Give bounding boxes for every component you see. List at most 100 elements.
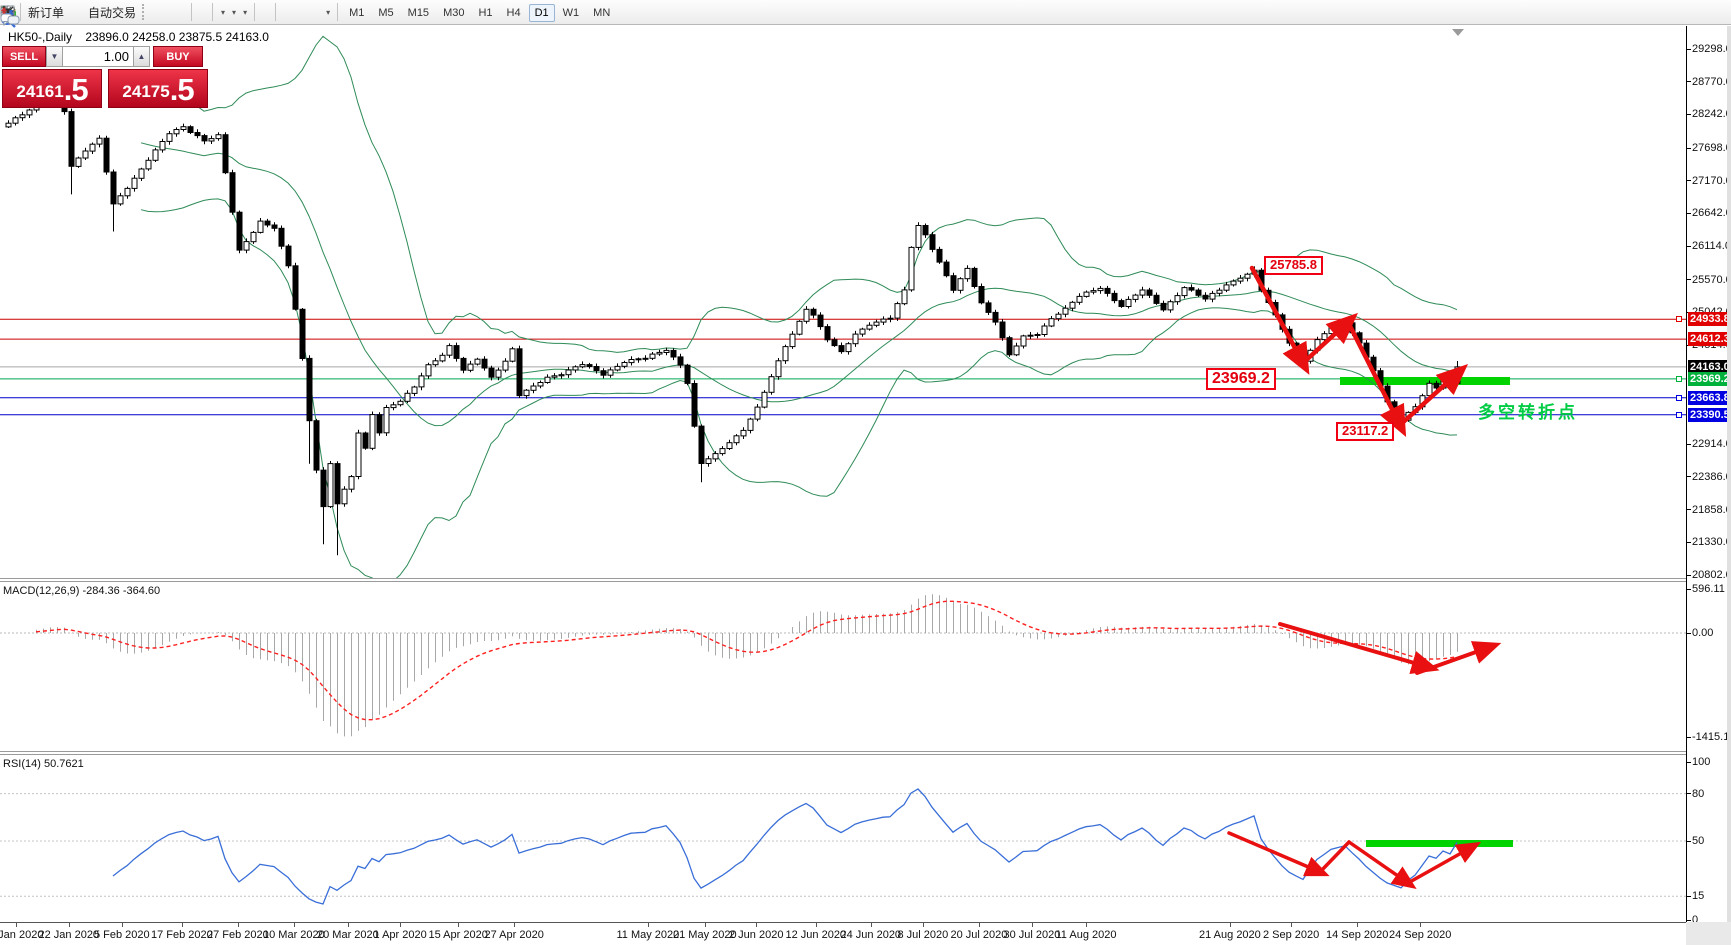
rsi-tick-mark — [1687, 840, 1691, 842]
timeframe-button-h1[interactable]: H1 — [478, 7, 493, 19]
price-callout-box[interactable]: 23117.2 — [1336, 422, 1395, 441]
price-tick-mark — [1687, 541, 1691, 543]
timeframe-button-m30[interactable]: M30 — [443, 7, 465, 19]
price-callout-box[interactable]: 25785.8 — [1264, 256, 1323, 275]
trend-arrow[interactable] — [1397, 363, 1469, 428]
trend-arrow[interactable] — [1406, 841, 1482, 885]
timeframe-button-mn[interactable]: MN — [593, 7, 611, 19]
sell-price-display[interactable]: 24161 .5 — [2, 69, 102, 108]
time-tick-mark — [69, 923, 70, 927]
trend-arrow[interactable] — [1278, 622, 1440, 675]
price-tick-mark — [1687, 212, 1691, 214]
line-anchor-square[interactable] — [1676, 316, 1682, 323]
trend-arrow[interactable] — [1347, 840, 1417, 889]
autotrading-button[interactable]: 自动交易 — [1, 3, 139, 22]
timeframe-button-m1[interactable]: M1 — [349, 7, 365, 19]
line-anchor-square[interactable] — [1676, 411, 1682, 418]
volume-decrease-button[interactable]: ▼ — [46, 46, 63, 67]
line-anchor-square[interactable] — [1676, 394, 1682, 401]
time-axis-label: 11 May 2020 — [616, 929, 680, 941]
crosshair-tool-icon[interactable] — [1, 6, 271, 18]
pivot-note-text[interactable]: 多空转折点 — [1478, 403, 1578, 422]
price-tick-mark — [1687, 113, 1691, 115]
rsi-indicator-canvas[interactable] — [0, 755, 1686, 921]
time-tick-mark — [294, 923, 295, 927]
price-level-tag: 24163.0 — [1688, 359, 1730, 374]
price-scale[interactable]: 29298.0 28770.0 28242.0 27698.0 27170.0 26642… — [1686, 26, 1731, 926]
arrows-dropdown-caret[interactable]: ▾ — [326, 7, 331, 17]
price-tick-mark — [1687, 279, 1691, 281]
trend-arrow[interactable] — [1227, 831, 1330, 877]
buy-price-display[interactable]: 24175 .5 — [108, 69, 208, 108]
time-tick-mark — [648, 923, 649, 927]
tile-windows-icon[interactable] — [1, 6, 187, 17]
macd-tick-label: 596.11 — [1692, 583, 1725, 595]
toolbar-drag-handle[interactable] — [142, 4, 148, 20]
timeframe-button-d1[interactable]: D1 — [528, 4, 555, 22]
chart-shift-icon[interactable] — [2, 7, 208, 18]
time-axis-label: 17 Feb 2020 — [151, 929, 213, 941]
time-tick-mark — [1420, 923, 1421, 927]
sell-price-pips: .5 — [63, 72, 89, 107]
text-tool-icon[interactable]: A — [2, 5, 316, 19]
templates-icon[interactable]: ▾ — [0, 5, 250, 18]
time-axis-label: 24 Jun 2020 — [840, 929, 902, 941]
arrows-tool-icon[interactable]: ▾ — [1, 7, 333, 18]
rsi-highlight-bar[interactable] — [1366, 840, 1513, 847]
panel-resize-separator[interactable] — [0, 578, 1686, 582]
price-level-tag: 23663.8 — [1688, 390, 1730, 405]
indicators-dropdown-caret[interactable]: ▾ — [221, 7, 226, 17]
panel-resize-separator[interactable] — [0, 751, 1686, 755]
trend-arrow[interactable] — [1318, 840, 1351, 874]
time-axis-label: 27 Feb 2020 — [207, 929, 269, 941]
indicators-icon[interactable]: ▾ — [0, 7, 228, 18]
macd-histogram — [36, 594, 1458, 737]
line-anchor-square[interactable] — [1676, 375, 1682, 382]
price-level-tag: 24933.8 — [1688, 312, 1730, 327]
trend-arrow[interactable] — [1300, 312, 1358, 366]
price-tick-mark — [1687, 476, 1691, 478]
macd-signal-line — [35, 600, 1458, 721]
toolbar-separator — [212, 3, 214, 21]
time-axis-label: 2 Jun 2020 — [729, 929, 784, 941]
time-tick-mark — [1357, 923, 1358, 927]
sell-button[interactable]: SELL — [2, 46, 46, 67]
buy-price-pips: .5 — [169, 72, 195, 107]
trend-arrow[interactable] — [1415, 641, 1502, 675]
macd-tick-mark — [1687, 736, 1691, 738]
time-axis-label: 24 Sep 2020 — [1389, 929, 1452, 941]
timeframe-button-h4[interactable]: H4 — [506, 7, 521, 19]
autotrading-label: 自动交易 — [88, 5, 137, 20]
price-tick-mark — [1687, 147, 1691, 149]
periods-dropdown-caret[interactable]: ▾ — [232, 7, 237, 17]
volume-increase-button[interactable]: ▲ — [133, 46, 150, 67]
time-tick-mark — [16, 923, 17, 927]
time-tick-mark — [238, 923, 239, 927]
pivot-highlight-bar[interactable] — [1340, 377, 1510, 385]
time-tick-mark — [122, 923, 123, 927]
price-chart-canvas[interactable] — [0, 26, 1686, 578]
timeframe-button-m15[interactable]: M15 — [407, 7, 430, 19]
timeframe-button-m5[interactable]: M5 — [378, 7, 394, 19]
price-tick-mark — [1687, 509, 1691, 511]
svg-text:A: A — [2, 5, 12, 19]
trend-arrow[interactable] — [1249, 265, 1310, 375]
trend-arrow[interactable] — [1345, 319, 1407, 438]
templates-dropdown-caret[interactable]: ▾ — [243, 7, 248, 17]
chart-shift-marker-icon[interactable] — [1452, 29, 1464, 36]
price-tick-label: 25570.0 — [1692, 273, 1731, 286]
timeframe-button-w1[interactable]: W1 — [562, 7, 580, 19]
toolbar-separator — [191, 3, 193, 21]
time-axis-label: 1 Apr 2020 — [373, 929, 427, 941]
chart-symbol-period: HK50-,Daily — [8, 30, 73, 44]
rsi-tick-mark — [1687, 761, 1691, 763]
sell-price-main: 24161 — [16, 82, 64, 101]
periods-icon[interactable]: ▾ — [1, 5, 239, 19]
buy-button[interactable]: BUY — [153, 46, 203, 67]
time-tick-mark — [816, 923, 817, 927]
new-order-button[interactable]: 新订单 — [1, 3, 67, 22]
volume-input[interactable] — [63, 46, 133, 67]
macd-indicator-canvas[interactable] — [0, 582, 1686, 751]
price-callout-box[interactable]: 23969.2 — [1206, 368, 1276, 391]
